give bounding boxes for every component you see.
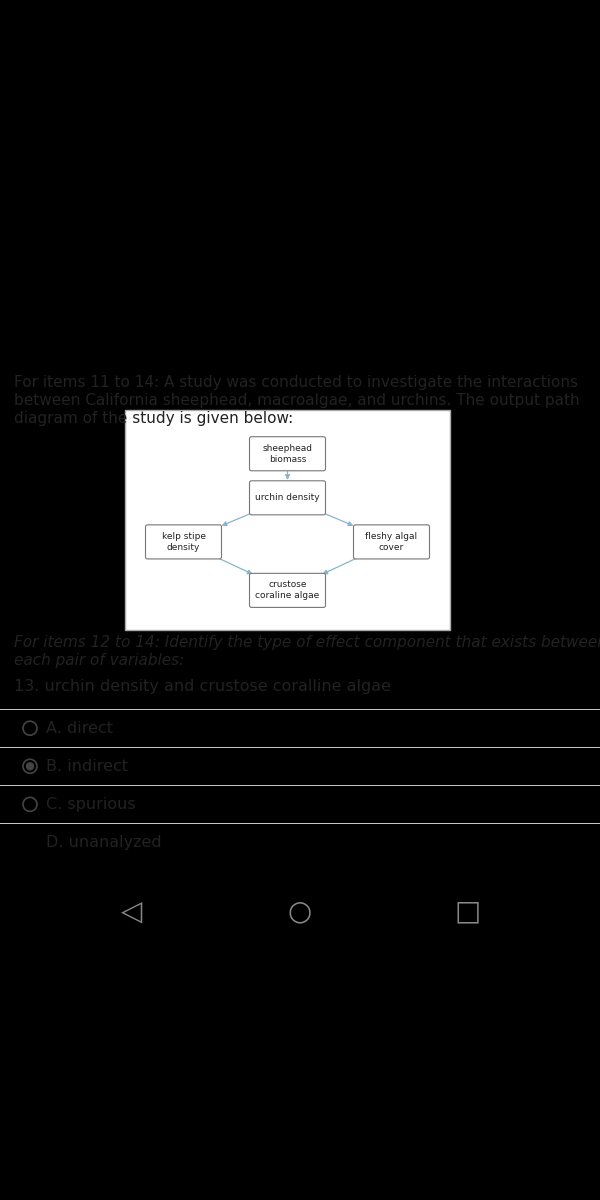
- FancyBboxPatch shape: [250, 437, 325, 470]
- Text: crustose
coraline algae: crustose coraline algae: [256, 581, 320, 600]
- Text: ◁: ◁: [121, 898, 143, 925]
- Text: sheephead
biomass: sheephead biomass: [263, 444, 313, 463]
- FancyArrowPatch shape: [286, 472, 289, 479]
- Circle shape: [26, 763, 34, 769]
- Text: each pair of variables:: each pair of variables:: [14, 653, 184, 668]
- FancyArrowPatch shape: [323, 558, 357, 574]
- Text: A. direct: A. direct: [46, 721, 113, 736]
- Text: ○: ○: [288, 898, 312, 925]
- Text: diagram of the study is given below:: diagram of the study is given below:: [14, 410, 293, 426]
- FancyBboxPatch shape: [250, 574, 325, 607]
- Text: For items 12 to 14: Identify the type of effect component that exists between: For items 12 to 14: Identify the type of…: [14, 635, 600, 650]
- Text: fleshy algal
cover: fleshy algal cover: [365, 532, 418, 552]
- Text: between California sheephead, macroalgae, and urchins. The output path: between California sheephead, macroalgae…: [14, 392, 580, 408]
- FancyBboxPatch shape: [353, 524, 430, 559]
- Text: □: □: [455, 898, 481, 925]
- Text: B. indirect: B. indirect: [46, 758, 128, 774]
- Text: 13. urchin density and crustose coralline algae: 13. urchin density and crustose corallin…: [14, 679, 391, 694]
- Text: kelp stipe
density: kelp stipe density: [161, 532, 205, 552]
- FancyBboxPatch shape: [250, 481, 325, 515]
- Text: D. unanalyzed: D. unanalyzed: [46, 835, 161, 850]
- Text: C. spurious: C. spurious: [46, 797, 136, 812]
- Bar: [125, 409, 450, 630]
- FancyBboxPatch shape: [146, 524, 221, 559]
- Text: For items 11 to 14: A study was conducted to investigate the interactions: For items 11 to 14: A study was conducte…: [14, 374, 578, 390]
- Text: urchin density: urchin density: [255, 493, 320, 503]
- FancyArrowPatch shape: [326, 514, 352, 526]
- FancyArrowPatch shape: [218, 558, 251, 574]
- FancyArrowPatch shape: [223, 514, 250, 526]
